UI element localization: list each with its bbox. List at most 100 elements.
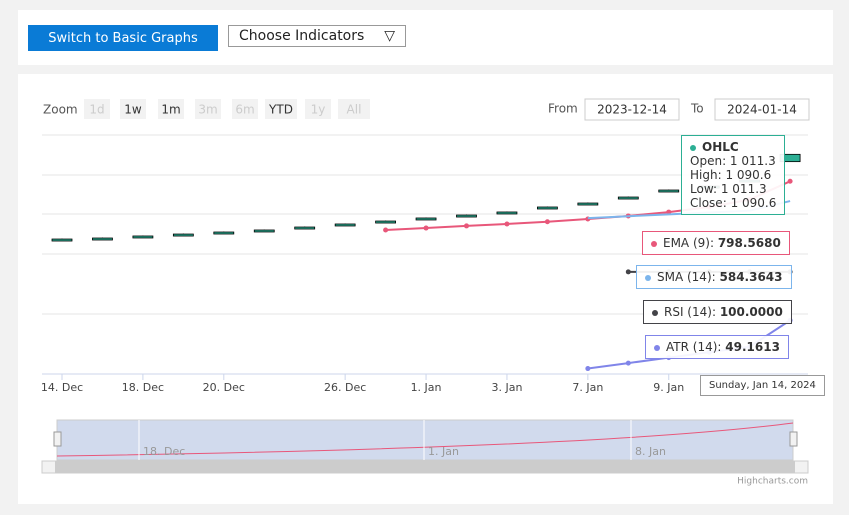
indicator-point xyxy=(423,225,429,231)
from-label: From xyxy=(548,102,578,116)
tooltip-series-name: OHLC xyxy=(702,140,739,154)
chart-card: Zoom 1d 1w 1m 3m 6m YTD 1y All From 2023-12-14 To 20… xyxy=(18,74,833,504)
range-button xyxy=(232,99,258,119)
range-button-label: 6m xyxy=(235,103,254,117)
from-input[interactable] xyxy=(584,98,680,121)
navigator-handle[interactable] xyxy=(789,431,798,447)
range-button-label: 3m xyxy=(198,103,217,117)
candle-body xyxy=(496,211,518,215)
range-button xyxy=(84,99,110,119)
candle-body xyxy=(132,235,154,239)
range-button[interactable] xyxy=(120,99,146,119)
tooltip-row: High1 090.6 xyxy=(690,168,776,182)
tooltip-series-name: ATR (14) xyxy=(666,340,725,354)
scrollbar-thumb[interactable] xyxy=(55,461,795,473)
x-tick-label: 26. Dec xyxy=(324,381,366,394)
to-date: 2024-01-14 xyxy=(727,103,797,117)
to-input[interactable] xyxy=(714,98,810,121)
tooltip: EMA (9)798.5680 xyxy=(642,231,790,255)
tooltip-value: 100.0000 xyxy=(719,305,783,319)
tooltip: ATR (14)49.1613 xyxy=(645,335,789,359)
indicator-point xyxy=(504,221,510,227)
tooltip-value: 1 011.3 xyxy=(729,154,776,168)
indicator-point xyxy=(625,269,631,275)
navigator-mask xyxy=(56,419,794,461)
indicators-dropdown[interactable]: Choose Indicators xyxy=(228,25,406,47)
tooltip: RSI (14)100.0000 xyxy=(643,300,792,324)
tooltip-row: Open1 011.3 xyxy=(690,154,776,168)
tooltip: SMA (14)584.3643 xyxy=(636,265,792,289)
to-label: To xyxy=(690,102,704,116)
candle-body xyxy=(577,202,599,206)
range-button[interactable] xyxy=(265,99,297,119)
x-tick-label: 7. Jan xyxy=(572,381,603,394)
tooltip-title: OHLC xyxy=(690,140,776,154)
tooltip: Sunday, Jan 14, 2024 xyxy=(700,375,825,396)
navigator-label: 1. Jan xyxy=(428,445,459,458)
candle-body xyxy=(658,189,680,193)
candle-body xyxy=(172,233,194,237)
tooltip: OHLCOpen1 011.3High1 090.6Low1 011.3Clos… xyxy=(681,135,786,215)
tooltip-row: Close1 090.6 xyxy=(690,196,776,210)
indicator-point xyxy=(464,223,469,229)
indicator-point xyxy=(544,219,550,225)
x-tick-label: 14. Dec xyxy=(41,381,83,394)
range-button xyxy=(305,99,331,119)
indicator-point xyxy=(585,366,591,372)
range-button-label: 1d xyxy=(89,103,104,117)
candle-body xyxy=(456,214,477,218)
candle-body xyxy=(334,223,356,227)
tooltip-value: 1 011.3 xyxy=(720,182,767,196)
tooltip-series-name: SMA (14) xyxy=(657,270,720,284)
x-tick-label: 3. Jan xyxy=(491,381,522,394)
range-button-label: 1y xyxy=(311,103,326,117)
range-button-label: All xyxy=(347,103,362,117)
tooltip-series-name: EMA (9) xyxy=(663,236,718,250)
candle-body xyxy=(92,237,113,241)
switch-button[interactable]: Switch to Basic Graphs xyxy=(28,25,218,51)
toolbar: Switch to Basic Graphs Choose Indicators xyxy=(18,10,833,65)
credits: Highcharts.com xyxy=(737,477,808,487)
tooltip-value: 1 090.6 xyxy=(725,168,772,182)
navigator-handle[interactable] xyxy=(53,431,62,447)
candle-body xyxy=(617,196,639,200)
tooltip-series-name: RSI (14) xyxy=(664,305,720,319)
candle-body xyxy=(537,206,558,210)
candle-body xyxy=(213,231,235,235)
candle-body xyxy=(51,238,73,242)
tooltip-value: 1 090.6 xyxy=(730,196,777,210)
indicator-point xyxy=(625,360,631,366)
tooltip-key: High xyxy=(690,168,725,182)
tooltip-row: Low1 011.3 xyxy=(690,182,776,196)
navigator-label: 18. Dec xyxy=(143,445,185,458)
candle-body xyxy=(253,229,275,233)
x-tick-label: 9. Jan xyxy=(653,381,684,394)
x-tick-label: 20. Dec xyxy=(203,381,245,394)
from-date: 2023-12-14 xyxy=(597,103,667,117)
range-button xyxy=(195,99,221,119)
tooltip-dot xyxy=(645,274,651,281)
x-tick-label: 18. Dec xyxy=(122,381,164,394)
indicator-point xyxy=(383,227,389,233)
candle-body xyxy=(294,226,316,230)
candle-body xyxy=(375,220,397,224)
tooltip-key: Open xyxy=(690,154,730,168)
range-button-label: YTD xyxy=(268,103,293,117)
range-button[interactable] xyxy=(158,99,184,119)
chart: Zoom 1d 1w 1m 3m 6m YTD 1y All From 2023-12-14 To 20… xyxy=(41,98,810,487)
tooltip-dot xyxy=(652,309,658,316)
tooltip-value: 798.5680 xyxy=(717,236,781,250)
tooltip-value: 584.3643 xyxy=(719,270,783,284)
tooltip-dot xyxy=(651,240,657,247)
range-button-label: 1m xyxy=(161,103,180,117)
candle-body xyxy=(415,217,437,221)
tooltip-value: 49.1613 xyxy=(725,340,780,354)
x-tick-label: 1. Jan xyxy=(411,381,442,394)
navigator-line xyxy=(56,422,794,457)
tooltip-key: Close xyxy=(690,196,731,210)
tooltip-dot xyxy=(654,344,660,351)
tooltip-date: Sunday, Jan 14, 2024 xyxy=(709,380,816,391)
indicator-point xyxy=(787,178,793,184)
tooltip-dot xyxy=(690,144,696,151)
